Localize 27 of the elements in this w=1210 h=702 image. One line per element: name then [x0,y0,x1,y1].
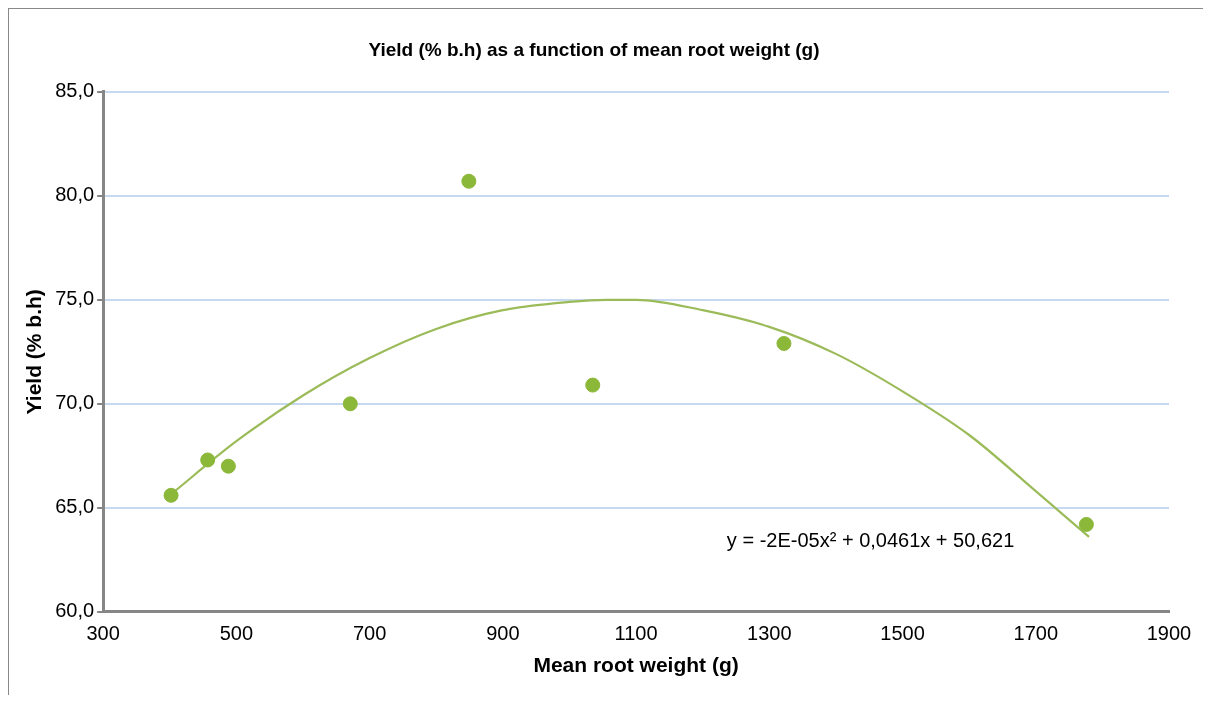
y-tick-label: 80,0 [55,183,95,206]
x-tick-label: 1700 [1013,622,1059,645]
x-tick-label: 300 [86,622,120,645]
x-axis-title: Mean root weight (g) [533,653,739,677]
point [776,335,792,351]
point [1078,516,1094,532]
point [585,377,601,393]
point [461,173,477,189]
x-tick-label: 1500 [880,622,925,645]
x-tick-label: 1100 [614,622,658,645]
x-tick-label: 700 [352,622,387,645]
y-tick-label: 65,0 [55,495,95,518]
x-tick-label: 500 [219,622,254,645]
x-tick-label: 1300 [747,622,792,645]
annotation: y = -2E-05x² + 0,0461x + 50,621 [726,529,1015,552]
point [200,452,216,468]
x-tick-label: 1900 [1146,622,1192,645]
y-tick-label: 60,0 [55,599,95,622]
y-tick-label: 85,0 [55,79,95,102]
y-axis-title: Yield (% b.h) [22,289,46,415]
y-tick-label: 75,0 [55,287,95,310]
point [220,458,236,474]
x-tick-label: 900 [486,622,520,645]
point [163,487,179,503]
point [342,396,358,412]
chart-title: Yield (% b.h) as a function of mean root weight (g) [368,38,820,60]
y-tick-label: 70,0 [55,391,95,414]
